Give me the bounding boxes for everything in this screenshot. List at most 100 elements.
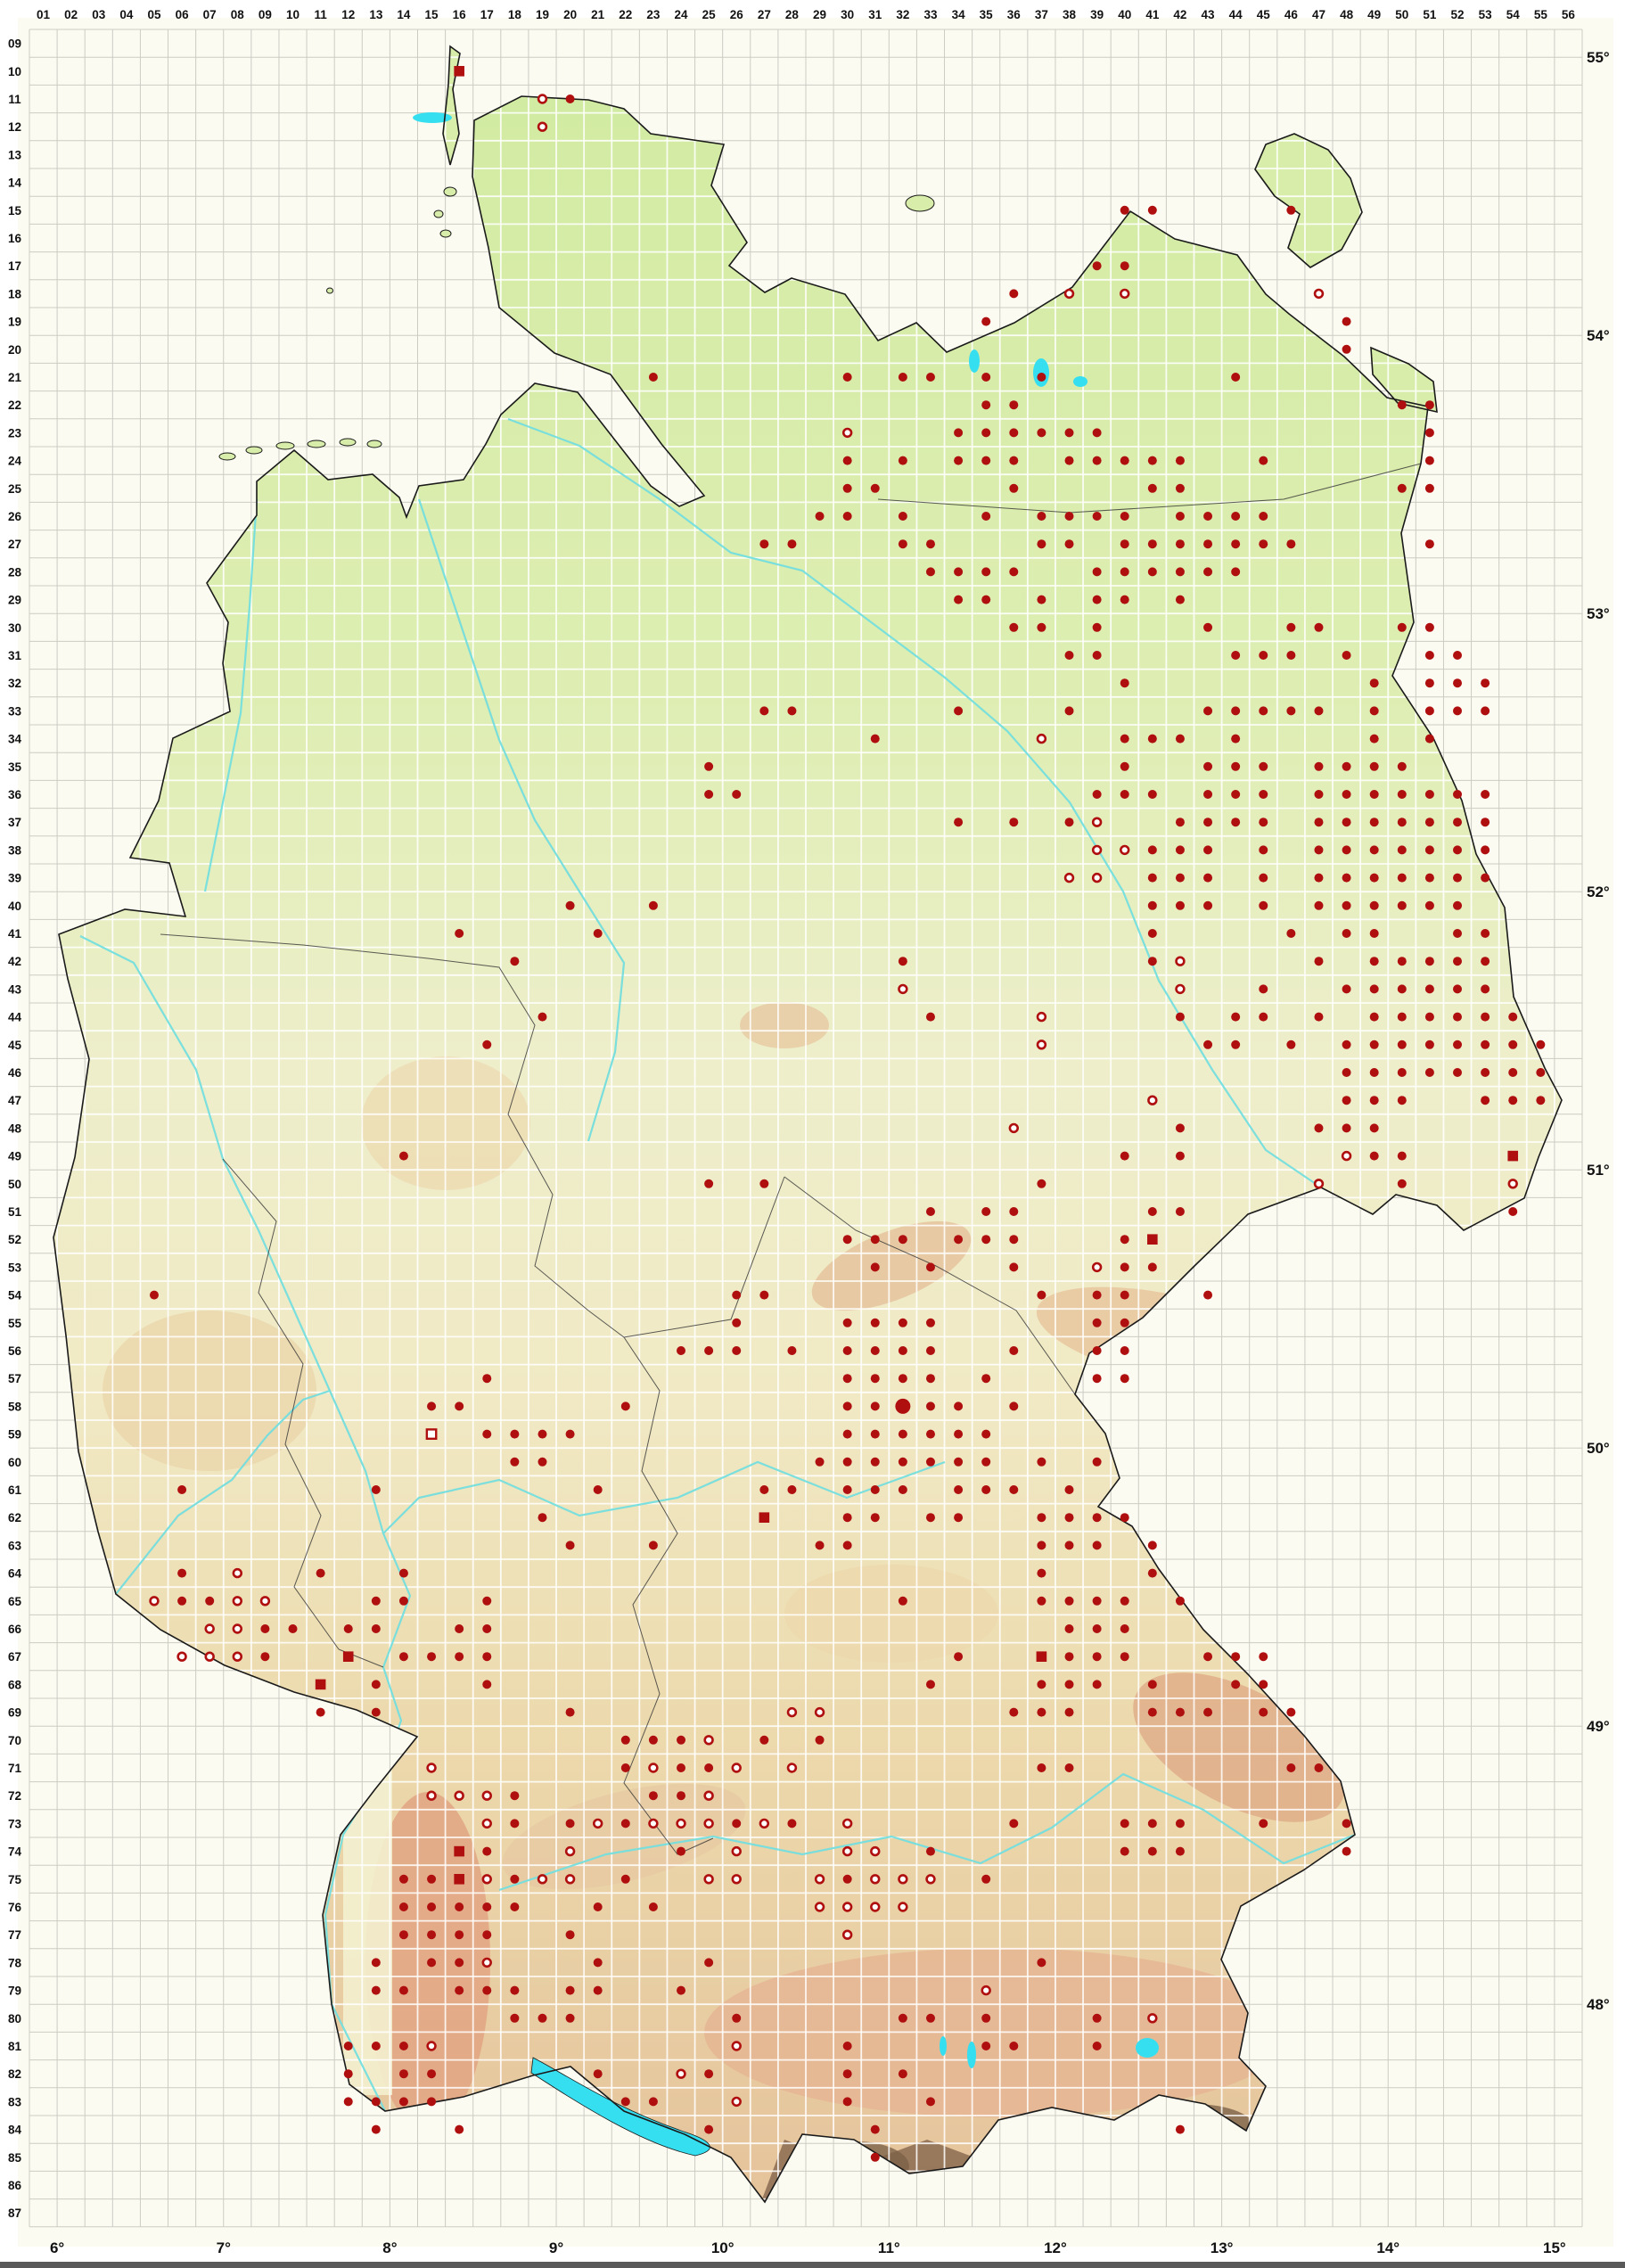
record-dot[interactable]	[704, 761, 714, 771]
record-open-circle[interactable]	[149, 1596, 160, 1606]
record-dot[interactable]	[482, 1652, 492, 1662]
record-dot[interactable]	[288, 1624, 298, 1633]
record-open-circle[interactable]	[841, 1845, 853, 1857]
record-dot[interactable]	[1120, 595, 1129, 604]
record-dot[interactable]	[759, 1735, 769, 1745]
record-dot[interactable]	[1175, 2124, 1185, 2134]
record-dot[interactable]	[482, 1680, 492, 1689]
record-open-circle[interactable]	[1147, 1095, 1158, 1105]
record-dot[interactable]	[371, 2124, 381, 2134]
record-dot[interactable]	[954, 428, 964, 438]
record-dot[interactable]	[593, 2069, 603, 2079]
record-dot[interactable]	[455, 929, 464, 938]
record-dot[interactable]	[538, 1012, 547, 1022]
record-dot[interactable]	[1092, 428, 1102, 438]
record-dot[interactable]	[1314, 1763, 1324, 1772]
record-dot[interactable]	[1009, 456, 1019, 465]
record-dot[interactable]	[343, 2042, 353, 2050]
record-dot[interactable]	[1481, 957, 1490, 966]
record-dot[interactable]	[1147, 1568, 1157, 1578]
record-dot[interactable]	[1369, 1040, 1379, 1049]
record-dot[interactable]	[1342, 845, 1351, 855]
record-open-circle[interactable]	[454, 1790, 464, 1801]
record-dot[interactable]	[732, 1819, 742, 1828]
record-open-circle[interactable]	[1175, 956, 1186, 966]
record-open-circle[interactable]	[676, 1818, 686, 1829]
record-dot[interactable]	[1424, 400, 1434, 410]
record-dot[interactable]	[1453, 1040, 1463, 1049]
record-dot[interactable]	[1314, 845, 1324, 855]
record-dot[interactable]	[842, 1874, 852, 1884]
record-dot[interactable]	[1286, 539, 1296, 549]
record-dot[interactable]	[1481, 873, 1490, 883]
record-open-circle[interactable]	[1036, 1040, 1047, 1050]
record-dot[interactable]	[427, 1401, 437, 1411]
record-dot[interactable]	[1453, 900, 1463, 910]
record-dot[interactable]	[954, 1457, 964, 1467]
record-dot[interactable]	[787, 539, 797, 549]
record-dot[interactable]	[1203, 622, 1213, 632]
record-dot[interactable]	[648, 1735, 658, 1745]
record-dot[interactable]	[620, 1819, 630, 1828]
record-dot[interactable]	[1259, 790, 1268, 799]
record-dot[interactable]	[1120, 1151, 1129, 1161]
record-dot[interactable]	[1453, 790, 1463, 799]
record-dot[interactable]	[842, 1401, 852, 1411]
record-dot[interactable]	[1092, 2042, 1102, 2050]
record-dot[interactable]	[398, 1985, 408, 1995]
record-open-circle[interactable]	[204, 1623, 215, 1634]
record-dot[interactable]	[1147, 456, 1157, 465]
record-open-circle[interactable]	[898, 983, 908, 995]
record-dot[interactable]	[1175, 818, 1185, 827]
record-dot[interactable]	[787, 706, 797, 716]
record-square[interactable]	[454, 1874, 464, 1885]
record-dot[interactable]	[1481, 1096, 1490, 1105]
record-open-circle[interactable]	[731, 2041, 742, 2051]
record-square[interactable]	[454, 1845, 464, 1857]
record-dot[interactable]	[1259, 539, 1268, 549]
record-dot[interactable]	[1064, 706, 1074, 716]
record-dot[interactable]	[1342, 1096, 1351, 1105]
record-dot[interactable]	[870, 2124, 880, 2134]
record-dot[interactable]	[898, 1318, 907, 1327]
record-dot[interactable]	[1286, 1707, 1296, 1717]
record-dot[interactable]	[898, 1374, 907, 1384]
record-dot[interactable]	[1037, 539, 1046, 549]
record-open-circle[interactable]	[1091, 872, 1103, 883]
record-dot[interactable]	[538, 1513, 547, 1523]
record-dot[interactable]	[1397, 483, 1407, 493]
record-dot[interactable]	[316, 1707, 325, 1717]
record-dot[interactable]	[371, 2042, 381, 2050]
record-dot[interactable]	[427, 1874, 437, 1884]
record-dot[interactable]	[1037, 1763, 1046, 1772]
record-dot[interactable]	[870, 1346, 880, 1355]
record-dot[interactable]	[1342, 1123, 1351, 1133]
record-dot[interactable]	[1147, 1207, 1157, 1216]
record-dot[interactable]	[1009, 622, 1019, 632]
record-dot[interactable]	[925, 1318, 935, 1327]
record-dot[interactable]	[1064, 512, 1074, 521]
record-dot[interactable]	[870, 1235, 880, 1245]
record-dot[interactable]	[565, 2013, 575, 2023]
record-dot[interactable]	[1369, 678, 1379, 688]
record-dot[interactable]	[1231, 706, 1241, 716]
record-dot[interactable]	[565, 94, 575, 103]
record-dot[interactable]	[482, 1596, 492, 1606]
record-dot[interactable]	[1147, 1819, 1157, 1828]
record-dot[interactable]	[925, 2013, 935, 2023]
record-dot[interactable]	[981, 456, 991, 465]
record-dot[interactable]	[510, 1819, 520, 1828]
record-dot[interactable]	[925, 1846, 935, 1856]
record-dot[interactable]	[1009, 483, 1019, 493]
record-dot[interactable]	[1259, 1652, 1268, 1662]
record-dot[interactable]	[1453, 706, 1463, 716]
record-dot[interactable]	[981, 1874, 991, 1884]
record-dot[interactable]	[1397, 622, 1407, 632]
record-open-circle[interactable]	[1120, 288, 1130, 300]
record-dot[interactable]	[1314, 1123, 1324, 1133]
record-dot[interactable]	[1259, 1012, 1268, 1022]
record-dot[interactable]	[732, 790, 742, 799]
record-dot[interactable]	[1453, 1068, 1463, 1077]
record-dot[interactable]	[1231, 373, 1241, 382]
record-dot[interactable]	[427, 2097, 437, 2107]
